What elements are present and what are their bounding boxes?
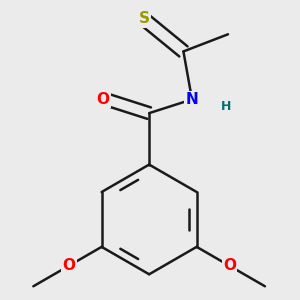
Text: O: O [223, 258, 236, 273]
Text: S: S [139, 11, 149, 26]
Text: O: O [96, 92, 110, 107]
Text: N: N [186, 92, 198, 107]
Text: H: H [221, 100, 232, 113]
Text: O: O [62, 258, 76, 273]
